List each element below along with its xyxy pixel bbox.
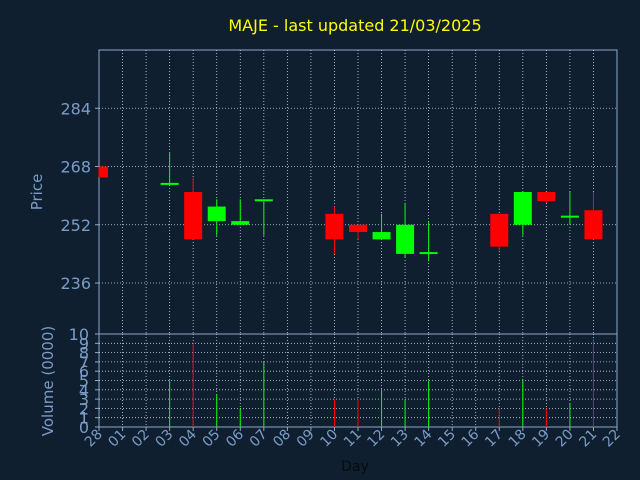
volume-tick-label: 6 — [79, 362, 89, 381]
price-tick-label: 284 — [60, 99, 91, 118]
price-panel: 236 252 268 284 — [60, 49, 618, 335]
chart-title: MAJE - last updated 21/03/2025 — [228, 16, 481, 35]
volume-tick-label: 8 — [79, 344, 89, 363]
candle — [254, 199, 273, 236]
candle-body — [513, 192, 532, 225]
price-tick-label: 236 — [60, 274, 91, 293]
price-tick-label: 268 — [60, 158, 91, 177]
x-axis-label: Day — [341, 459, 369, 475]
candle-body — [184, 192, 203, 240]
price-axis-label: Price — [28, 174, 46, 211]
candle — [184, 177, 203, 240]
volume-axis-label: Volume (0000) — [39, 326, 57, 436]
candle — [560, 192, 579, 225]
candle — [160, 151, 179, 185]
candle-body — [396, 224, 415, 254]
volume-tick-label: 4 — [79, 381, 89, 400]
candle-body — [231, 221, 250, 225]
candle — [349, 224, 367, 240]
candle — [513, 192, 532, 236]
candle-body — [560, 215, 579, 218]
candle-body — [99, 166, 108, 178]
candle — [325, 206, 344, 254]
candle-body — [207, 206, 226, 222]
candle — [207, 199, 226, 236]
candle — [396, 202, 415, 258]
candle-body — [349, 224, 367, 233]
candle — [490, 213, 509, 251]
volume-tick-label: 0 — [79, 418, 89, 437]
volume-tick-label: 2 — [79, 399, 89, 418]
price-tick-label: 252 — [60, 216, 91, 235]
candle-body — [372, 232, 391, 240]
candle — [537, 192, 556, 203]
volume-tick-label: 5 — [79, 372, 89, 391]
candle — [419, 221, 438, 262]
volume-tick-label: 1 — [79, 409, 89, 428]
candle — [231, 199, 250, 225]
volume-tick-label: 10 — [69, 325, 89, 344]
candle-body — [419, 252, 438, 255]
volume-tick-label: 3 — [79, 390, 89, 409]
candle-body — [490, 213, 509, 247]
candle-body — [584, 210, 603, 240]
volume-tick-label: 7 — [79, 353, 89, 372]
candle — [98, 166, 108, 178]
candle — [372, 213, 391, 240]
candle — [584, 192, 603, 240]
candle-body — [160, 182, 179, 185]
volume-tick-label: 9 — [79, 334, 89, 353]
candle-body — [325, 213, 344, 240]
candle-body — [537, 192, 556, 202]
candle-body — [254, 199, 273, 202]
